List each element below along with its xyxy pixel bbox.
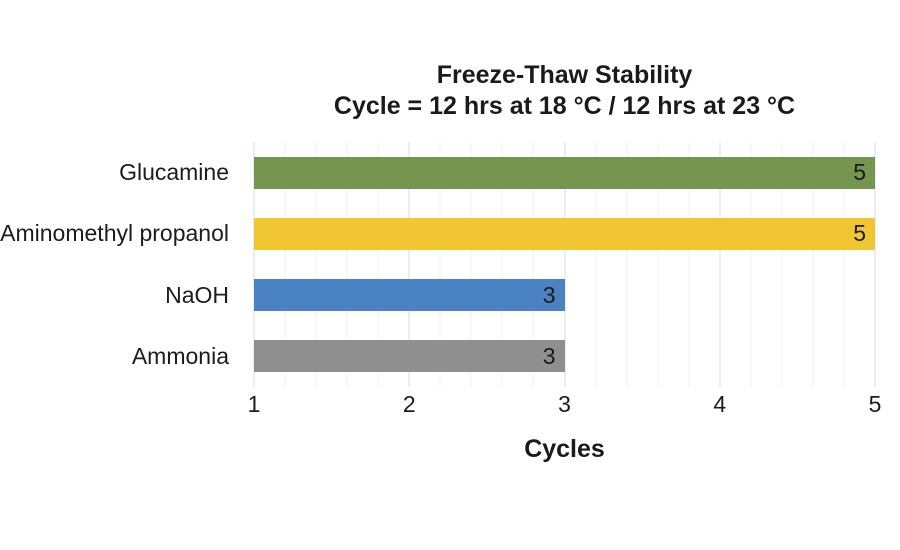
x-axis-ticks: 1 2 3 4 5 (248, 391, 882, 417)
category-label-ammonia: Ammonia (131, 342, 229, 369)
bar-aminomethyl-propanol: 5 (254, 217, 875, 250)
gridline-minor (315, 142, 317, 387)
x-axis-label: Cycles (524, 435, 605, 463)
gridline-major (564, 142, 565, 387)
gridline-minor (501, 142, 503, 387)
gridline-minor (377, 142, 379, 387)
x-tick-label: 3 (558, 391, 571, 417)
gridline-minor (843, 142, 845, 387)
bar-data-label: 5 (853, 159, 866, 186)
gridline-minor (284, 142, 286, 387)
gridline-minor (626, 142, 628, 387)
gridline-minor (532, 142, 534, 387)
bar-data-label: 3 (542, 281, 556, 308)
gridline-major (874, 142, 876, 387)
gridline-minor (470, 142, 472, 387)
x-tick-label: 1 (247, 391, 261, 417)
x-tick-label: 2 (402, 391, 416, 417)
bar-glucamine: 5 (254, 156, 875, 189)
y-axis-category-labels: Glucamine Aminomethyl propanol NaOH Ammonia (0, 142, 242, 387)
chart-title: Freeze-Thaw Stability (436, 61, 693, 89)
x-tick-label: 4 (713, 391, 727, 417)
gridline-major (408, 142, 410, 387)
gridline-major (719, 142, 721, 387)
gridline-minor (346, 142, 348, 387)
bar-data-label: 3 (542, 342, 556, 369)
category-label-aminomethyl-propanol: Aminomethyl propanol (0, 220, 229, 247)
category-label-glucamine: Glucamine (119, 159, 229, 186)
chart-title-block: Freeze-Thaw Stability Cycle = 12 hrs at … (254, 60, 875, 122)
bar-row: 3 (254, 265, 875, 326)
bar-row: 3 (254, 326, 875, 387)
x-tick-label: 5 (868, 391, 882, 417)
chart-subtitle: Cycle = 12 hrs at 18 °C / 12 hrs at 23 °… (333, 92, 796, 120)
plot-area: 5 5 3 3 (253, 142, 876, 387)
gridline-major (253, 142, 255, 387)
gridline-minor (781, 142, 783, 387)
bar-row: 5 (254, 142, 875, 203)
gridline-minor (595, 142, 597, 387)
bar-row: 5 (254, 203, 875, 264)
bar-naoh: 3 (254, 279, 565, 312)
bar-rows: 5 5 3 3 (254, 142, 875, 387)
gridline-minor (688, 142, 690, 387)
gridline-minor (439, 142, 441, 387)
bar-data-label: 5 (853, 220, 866, 247)
gridline-minor (750, 142, 752, 387)
gridline-minor (812, 142, 814, 387)
bar-ammonia: 3 (254, 340, 565, 373)
category-label-naoh: NaOH (165, 281, 229, 308)
gridline-minor (657, 142, 659, 387)
